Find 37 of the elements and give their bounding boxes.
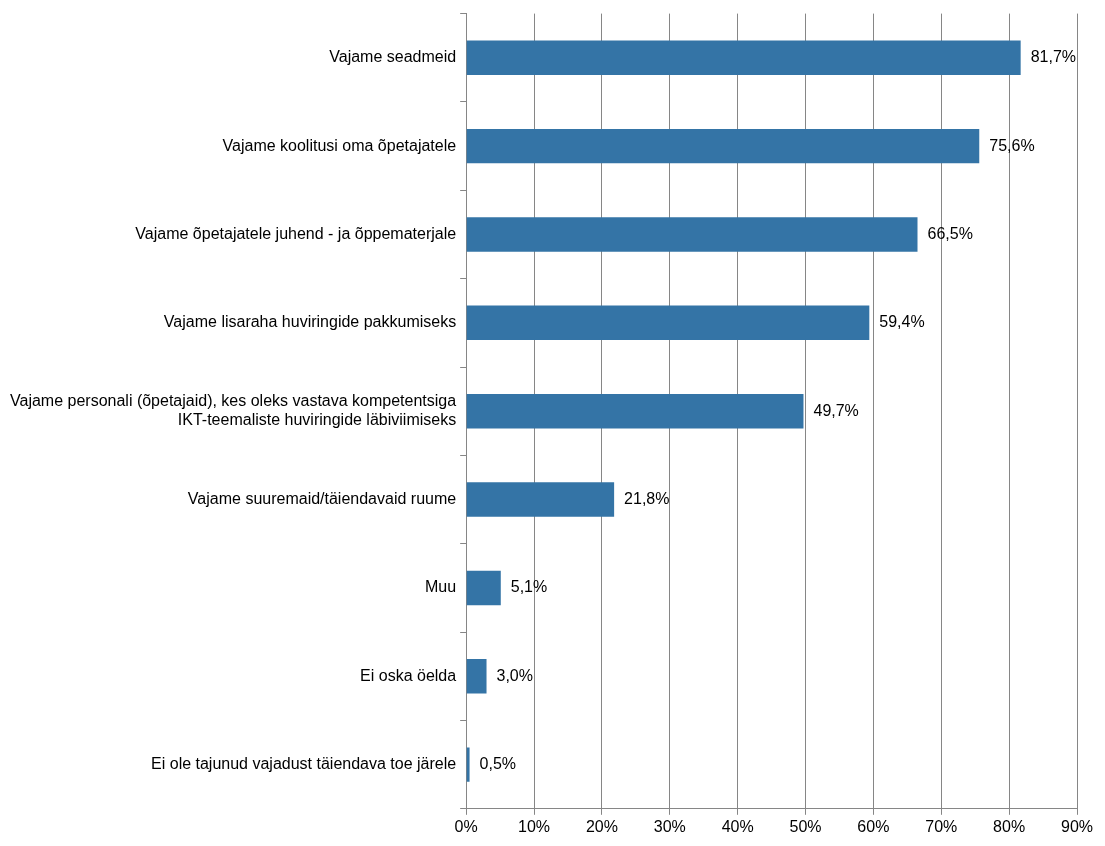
bar — [466, 659, 487, 694]
x-tick-label: 80% — [993, 817, 1026, 835]
y-tick-label: Vajame suuremaid/täiendavaid ruume — [187, 489, 457, 507]
bar — [466, 128, 980, 164]
data-label: 5,1% — [510, 578, 548, 596]
x-tick-label: 70% — [925, 817, 958, 835]
x-tick-label: 90% — [1060, 817, 1094, 835]
data-label: 0,5% — [479, 755, 517, 773]
bar — [466, 747, 470, 782]
x-tick-label: 50% — [789, 817, 822, 835]
y-tick-label: Ei ole tajunud vajadust täiendava toe järele — [151, 755, 457, 773]
y-tick-label: Vajame lisaraha huviringide pakkumiseks — [163, 313, 457, 331]
y-tick-label: Vajame personali (õpetajaid), kes oleks vastava kompetentsiga IKT-teemaliste huviringide läbiviimiseks — [9, 392, 457, 429]
bar — [466, 570, 501, 606]
x-tick-label: 20% — [585, 817, 618, 835]
x-tick-label: 40% — [721, 817, 754, 835]
bar — [466, 482, 615, 517]
bar — [466, 305, 870, 341]
x-tick-label: 0% — [454, 817, 478, 835]
data-label: 3,0% — [496, 666, 533, 684]
bar — [466, 217, 918, 252]
y-tick-label: Vajame seadmeid — [329, 48, 457, 66]
data-label: 49,7% — [813, 401, 859, 419]
bar — [466, 40, 1021, 76]
y-tick-label: Ei oska öelda — [360, 666, 457, 684]
x-tick-label: 30% — [653, 817, 686, 835]
y-tick-label: Muu — [425, 578, 457, 596]
data-label: 75,6% — [989, 136, 1035, 154]
x-tick-label: 60% — [857, 817, 890, 835]
data-label: 81,7% — [1030, 48, 1077, 66]
bar — [466, 393, 804, 429]
y-tick-label: Vajame õpetajatele juhend - ja õppematerjale — [135, 224, 457, 242]
y-tick-label: Vajame koolitusi oma õpetajatele — [222, 136, 457, 154]
data-label: 21,8% — [624, 489, 670, 507]
x-tick-label: 10% — [518, 817, 551, 835]
data-label: 59,4% — [879, 313, 925, 331]
data-label: 66,5% — [927, 224, 973, 242]
